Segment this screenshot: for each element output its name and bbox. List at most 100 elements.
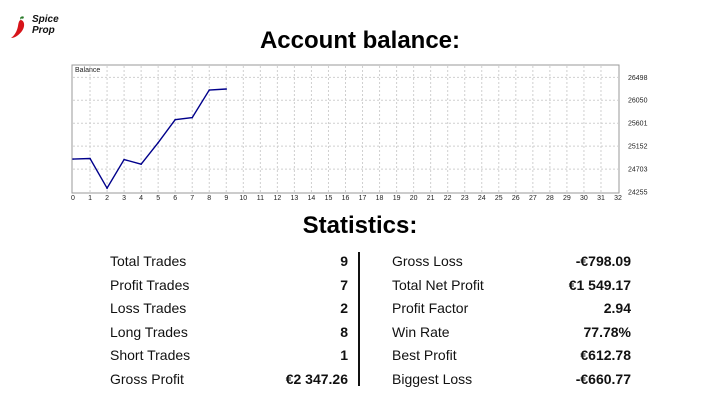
stat-label: Profit Factor [392,300,469,317]
stat-label: Total Net Profit [392,276,484,293]
stat-row: Short Trades 1 [110,344,348,368]
x-tick-label: 0 [71,195,75,202]
x-tick-label: 32 [614,195,622,202]
stat-row: Gross Profit €2 347.26 [110,368,348,392]
y-tick-label: 24255 [628,190,648,197]
x-tick-label: 12 [273,195,281,202]
stat-row: Profit Factor 2.94 [392,297,631,321]
series-point [157,141,159,144]
stats-left-column: Total Trades 9 Profit Trades 7 Loss Trades 2 L… [110,250,348,392]
stat-label: Total Trades [110,253,187,269]
series-point [72,158,74,160]
series-point [123,158,125,161]
x-tick-label: 16 [342,195,350,202]
brand-name: Spice Prop [32,14,59,36]
series-point [106,187,108,189]
x-tick-label: 6 [173,195,177,202]
stat-row: Best Profit €612.78 [392,344,631,368]
stat-value: -€798.09 [575,253,631,269]
chili-pepper-icon [11,16,25,38]
chart-legend-label: Balance [75,67,100,74]
x-tick-label: 15 [325,195,333,202]
x-tick-label: 11 [257,195,264,202]
stat-row: Total Trades 9 [110,250,348,274]
stat-value: 2 [340,300,348,317]
x-tick-label: 5 [156,195,160,202]
series-line-balance [72,88,227,190]
y-tick-label: 26050 [628,98,648,105]
stat-row: Long Trades 8 [110,321,348,345]
x-tick-label: 17 [359,195,367,202]
x-tick-label: 13 [291,195,299,202]
stat-value: 1 [340,347,348,364]
y-tick-label: 26498 [628,75,648,82]
stat-value: 8 [340,323,348,340]
stat-label: Biggest Loss [392,371,473,387]
x-tick-label: 3 [122,195,126,202]
x-tick-label: 26 [512,195,520,202]
series-point [191,116,194,119]
brand-line-2: Prop [32,25,55,36]
x-tick-label: 10 [239,195,247,202]
series-point [174,118,176,121]
stat-label: Short Trades [110,347,191,364]
chart-series [72,88,228,190]
chart-axes: 0 1 2 3 4 5 6 7 8 9 10 11 12 13 14 15 16 17 18 19 20 21 22 23 24… [71,75,648,202]
x-tick-label: 21 [427,195,435,202]
stat-value: €612.78 [580,347,631,364]
stat-row: Gross Loss -€798.09 [392,250,631,274]
stat-row: Loss Trades 2 [110,297,348,321]
x-tick-label: 18 [376,195,384,202]
stat-row: Biggest Loss -€660.77 [392,368,631,392]
x-tick-label: 7 [190,195,194,202]
series-point [208,89,211,91]
y-tick-label: 24703 [628,167,648,174]
x-tick-label: 4 [139,195,143,202]
x-tick-label: 28 [546,195,554,202]
pepper-stem [20,16,24,20]
stat-label: Profit Trades [110,276,190,293]
y-tick-label: 25152 [628,144,648,151]
brand-line-1: Spice [32,14,59,25]
chart-plot-area [71,64,620,194]
stat-label: Gross Loss [392,253,463,269]
y-tick-label: 25601 [628,121,648,128]
stats-right-column: Gross Loss -€798.09 Total Net Profit €1 549… [392,250,631,392]
x-tick-label: 24 [478,195,486,202]
stat-value: €2 347.26 [285,371,348,387]
stats-divider [358,252,360,386]
stat-value: 2.94 [603,300,631,317]
x-tick-label: 25 [495,195,503,202]
x-tick-label: 20 [410,195,418,202]
x-tick-label: 1 [88,195,92,202]
series-point [89,157,91,160]
stat-row: Win Rate 77.78% [392,321,631,345]
statistics-title: Statistics: [302,212,418,239]
chart-grid [73,66,618,192]
stat-row: Profit Trades 7 [110,274,348,298]
x-tick-label: 9 [224,195,228,202]
x-tick-label: 2 [105,195,109,202]
stat-value: -€660.77 [575,371,631,387]
stat-label: Loss Trades [110,300,187,317]
x-tick-label: 31 [597,195,605,202]
x-tick-label: 14 [308,195,316,202]
balance-chart: 0 1 2 3 4 5 6 7 8 9 10 11 12 13 14 15 16 17 18 19 20 21 22 23 24… [71,64,648,202]
stat-label: Best Profit [392,347,457,364]
stat-value: 7 [340,276,348,293]
stat-value: €1 549.17 [568,276,631,293]
stat-label: Win Rate [392,323,450,340]
stat-value: 9 [340,253,348,269]
account-balance-title: Account balance: [259,27,461,54]
series-point [140,163,142,165]
stat-label: Long Trades [110,323,188,340]
balance-chart-svg: 0 1 2 3 4 5 6 7 8 9 10 11 12 13 14 15 16 17 18 19 20 21 22 23 24… [71,64,648,202]
series-point [225,88,228,90]
stat-value: 77.78% [583,323,631,340]
x-tick-label: 8 [207,195,211,202]
stat-row: Total Net Profit €1 549.17 [392,274,631,298]
x-tick-label: 23 [461,195,469,202]
pepper-body [11,20,25,38]
x-tick-label: 30 [580,195,588,202]
x-tick-label: 19 [393,195,401,202]
